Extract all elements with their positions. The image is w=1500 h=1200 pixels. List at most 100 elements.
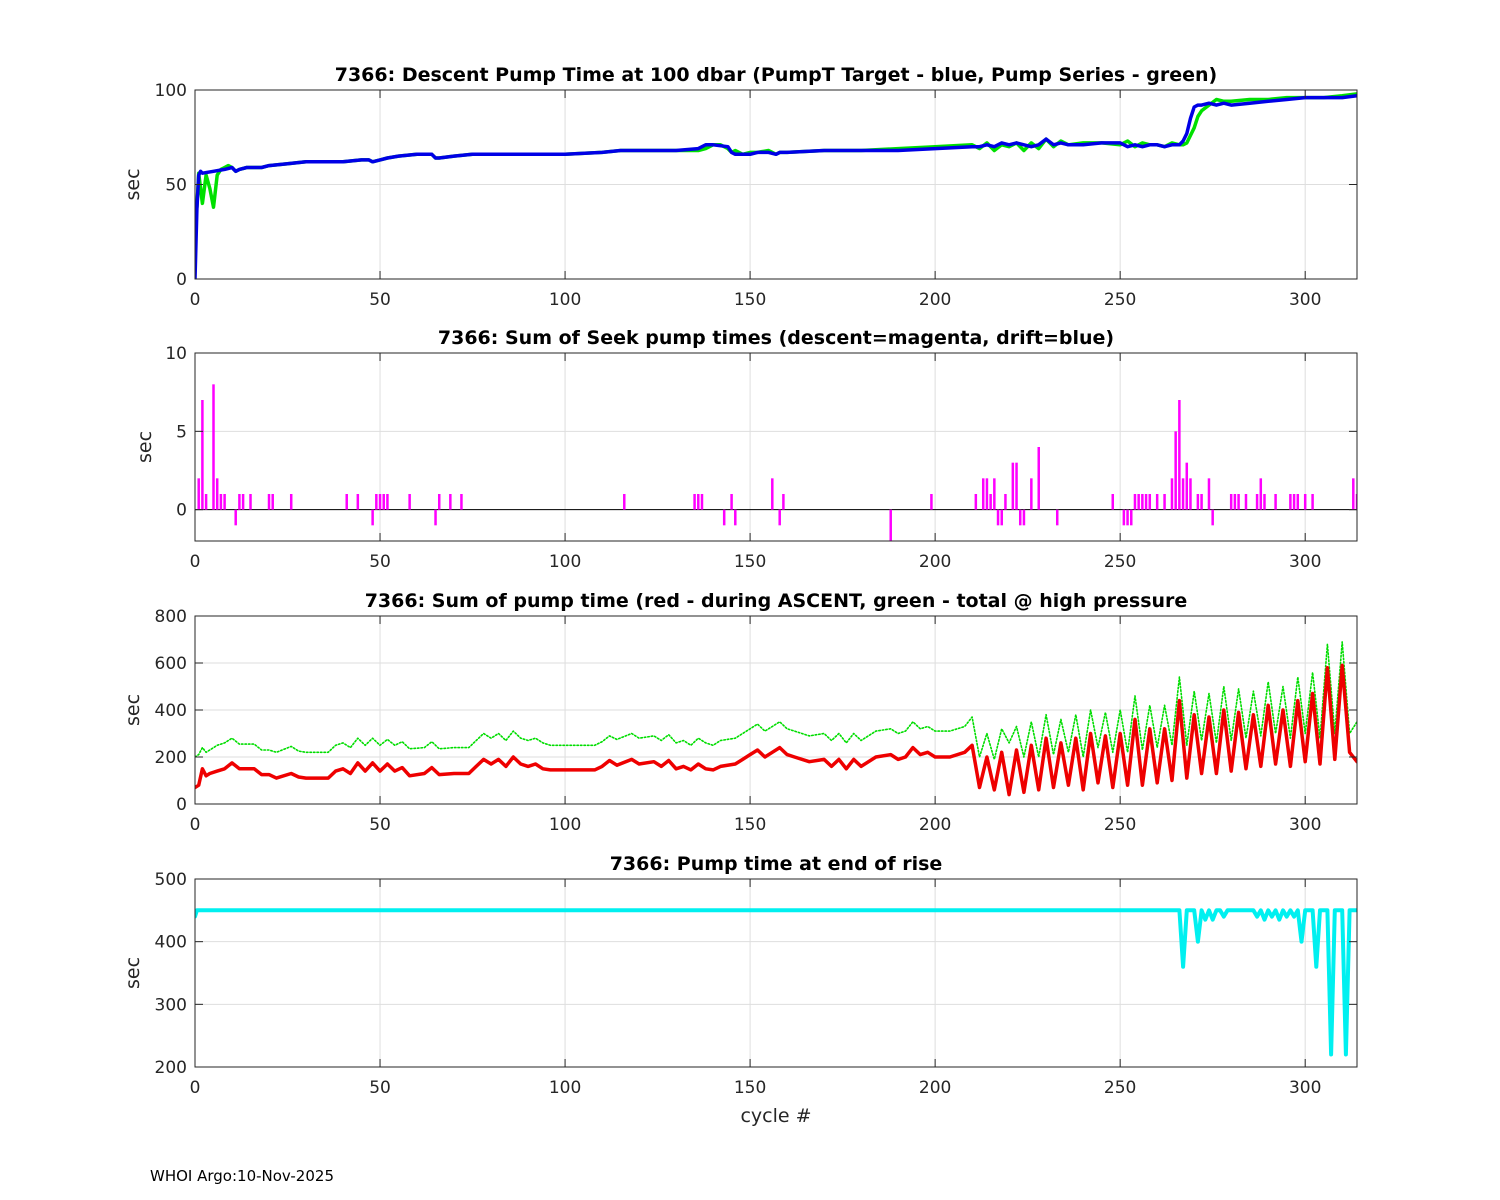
- seek-bar: [700, 494, 704, 510]
- seek-bar: [1011, 462, 1015, 510]
- y-axis-label: sec: [122, 694, 144, 726]
- x-tick-label: 250: [1104, 1078, 1136, 1098]
- seek-bar: [1255, 494, 1259, 510]
- subplot-sum-pump-time: 0 50 100 150 200 250 300 0 200 400 600 800 7366: Sum…: [122, 590, 1358, 835]
- x-tick-label: 150: [734, 1078, 766, 1098]
- seek-bar: [1015, 462, 1018, 510]
- plot-area: [195, 384, 1357, 541]
- y-tick-label: 50: [165, 176, 187, 196]
- seek-bar: [889, 509, 892, 541]
- seek-bar: [996, 509, 1000, 526]
- seek-bar: [434, 509, 437, 526]
- x-tick-label: 0: [190, 552, 201, 572]
- series-line-1: [195, 93, 1357, 279]
- seek-bar: [345, 494, 348, 510]
- seek-bar: [204, 494, 208, 510]
- x-tick-label: 250: [1104, 552, 1136, 572]
- subplot-title: 7366: Pump time at end of rise: [610, 853, 943, 875]
- x-tick-label: 200: [919, 290, 951, 310]
- seek-bar: [1174, 431, 1177, 510]
- seek-bar: [382, 494, 385, 510]
- seek-bar: [974, 494, 978, 510]
- seek-bar: [197, 478, 200, 510]
- seek-bar: [1018, 509, 1022, 526]
- seek-bar: [1000, 509, 1003, 526]
- seek-bar: [449, 494, 452, 510]
- y-tick-label: 200: [155, 748, 187, 768]
- seek-bar: [1196, 494, 1200, 510]
- x-tick-label: 150: [734, 815, 766, 835]
- x-tick-label: 100: [549, 290, 581, 310]
- x-tick-label: 0: [190, 815, 201, 835]
- seek-bar: [1200, 494, 1203, 510]
- seek-bar: [215, 478, 219, 510]
- plot-area: [195, 641, 1357, 797]
- x-tick-label: 200: [919, 552, 951, 572]
- seek-bar: [201, 400, 204, 510]
- seek-bar: [1274, 494, 1277, 510]
- seek-bar: [1263, 494, 1266, 510]
- seek-bar: [1004, 494, 1007, 510]
- x-tick-label: 100: [549, 1078, 581, 1098]
- subplot-title: 7366: Sum of Seek pump times (descent=ma…: [438, 327, 1114, 349]
- y-tick-label: 600: [155, 654, 187, 674]
- y-tick-label: 0: [176, 795, 187, 815]
- seek-bar: [460, 494, 463, 510]
- seek-bar: [1244, 494, 1248, 510]
- seek-bar: [271, 494, 274, 510]
- x-tick-label: 200: [919, 1078, 951, 1098]
- seek-bar: [722, 509, 726, 526]
- y-tick-label: 500: [155, 870, 187, 890]
- y-tick-label: 400: [155, 701, 187, 721]
- x-tick-label: 300: [1289, 552, 1321, 572]
- seek-bar: [249, 494, 252, 510]
- footer-credit: WHOI Argo:10-Nov-2025: [150, 1167, 334, 1185]
- seek-bar: [1233, 494, 1237, 510]
- seek-bar: [1229, 494, 1233, 510]
- y-tick-label: 0: [176, 501, 187, 521]
- seek-bar: [1130, 509, 1133, 526]
- x-tick-label: 250: [1104, 815, 1136, 835]
- x-tick-label: 200: [919, 815, 951, 835]
- axes-box: [194, 878, 1358, 1068]
- seek-bar: [693, 494, 696, 510]
- seek-bar: [223, 494, 226, 510]
- seek-bar: [981, 478, 985, 510]
- seek-bar: [1133, 494, 1137, 510]
- x-tick-label: 50: [369, 815, 391, 835]
- subplot-descent-pump-time: 0 50 100 150 200 250 300 0 50 100 7366: Descent Pu…: [122, 64, 1358, 310]
- y-tick-label: 400: [155, 933, 187, 953]
- seek-bar: [437, 494, 441, 510]
- seek-bar: [1296, 494, 1300, 510]
- seek-bar: [267, 494, 271, 510]
- seek-bar: [1178, 400, 1181, 510]
- x-tick-label: 300: [1289, 1078, 1321, 1098]
- y-tick-label: 300: [155, 995, 187, 1015]
- x-tick-label: 150: [734, 290, 766, 310]
- y-axis-label: sec: [134, 431, 156, 463]
- seek-bar: [734, 509, 737, 526]
- seek-bar: [930, 494, 933, 510]
- seek-bar: [378, 494, 382, 510]
- seek-bar: [1137, 494, 1140, 510]
- seek-bar: [993, 478, 996, 510]
- x-tick-label: 50: [369, 552, 391, 572]
- x-tick-label: 250: [1104, 290, 1136, 310]
- seek-bar: [1181, 478, 1185, 510]
- x-tick-label: 0: [190, 290, 201, 310]
- seek-bar: [1311, 494, 1314, 510]
- y-axis-label: sec: [122, 168, 144, 200]
- seek-bar: [1185, 462, 1189, 510]
- seek-bar: [241, 494, 245, 510]
- subplot-title: 7366: Sum of pump time (red - during ASC…: [365, 590, 1188, 612]
- seek-bar: [386, 494, 389, 510]
- plot-area: [195, 908, 1357, 1057]
- seek-bar: [1207, 478, 1211, 510]
- seek-bar: [985, 478, 989, 510]
- seek-bar: [408, 494, 411, 510]
- seek-bar: [1163, 494, 1166, 510]
- seek-bar: [1170, 478, 1174, 510]
- seek-bar: [1144, 494, 1148, 510]
- y-tick-label: 200: [155, 1058, 187, 1078]
- seek-bar: [1352, 478, 1355, 510]
